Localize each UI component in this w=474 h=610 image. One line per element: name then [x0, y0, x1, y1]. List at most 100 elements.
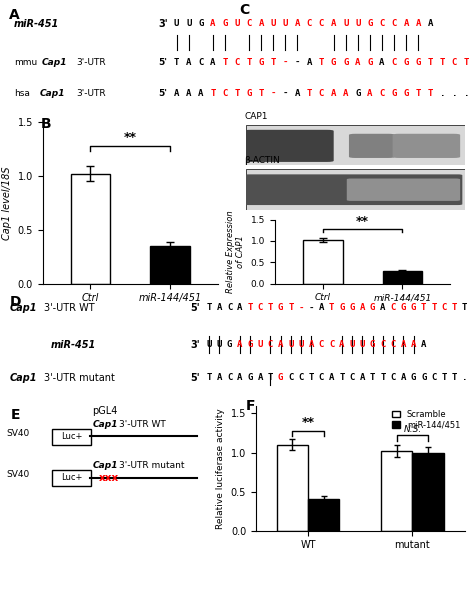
Text: A: A — [237, 340, 243, 349]
Text: Luc+: Luc+ — [61, 432, 82, 441]
FancyBboxPatch shape — [244, 174, 462, 205]
Text: C: C — [268, 340, 273, 349]
Text: U: U — [207, 340, 212, 349]
Text: A: A — [307, 58, 312, 67]
Text: A: A — [380, 304, 385, 312]
Text: -: - — [295, 58, 300, 67]
Text: A: A — [237, 304, 243, 312]
Text: T: T — [462, 304, 467, 312]
Text: D: D — [9, 295, 21, 309]
Text: U: U — [174, 18, 179, 27]
Text: F: F — [246, 400, 255, 414]
Text: C: C — [431, 373, 437, 382]
Text: T: T — [207, 304, 212, 312]
Text: G: G — [421, 373, 427, 382]
Text: T: T — [329, 304, 335, 312]
Text: 3'-UTR: 3'-UTR — [77, 58, 106, 67]
Text: G: G — [411, 373, 416, 382]
FancyBboxPatch shape — [347, 179, 460, 201]
Text: A: A — [210, 18, 216, 27]
Text: G: G — [331, 58, 337, 67]
Text: C: C — [391, 373, 396, 382]
Text: G: G — [370, 340, 375, 349]
Text: A: A — [237, 373, 243, 382]
Text: C: C — [391, 340, 396, 349]
Text: G: G — [411, 304, 416, 312]
Text: C: C — [288, 373, 293, 382]
Bar — [308, 500, 339, 531]
Text: T: T — [464, 58, 469, 67]
Text: T: T — [431, 304, 437, 312]
Text: A: A — [186, 58, 191, 67]
Text: 5': 5' — [158, 89, 167, 98]
Text: U: U — [234, 18, 240, 27]
Text: .: . — [472, 373, 474, 382]
Text: A: A — [174, 89, 179, 98]
Bar — [412, 453, 444, 531]
Text: A: A — [343, 89, 348, 98]
Text: .: . — [472, 304, 474, 312]
Text: C: C — [227, 373, 232, 382]
Text: G: G — [416, 58, 421, 67]
Text: G: G — [222, 18, 228, 27]
Text: T: T — [339, 373, 345, 382]
Text: A: A — [401, 373, 406, 382]
Bar — [303, 240, 343, 284]
Text: G: G — [349, 304, 355, 312]
Text: C: C — [349, 373, 355, 382]
Text: U: U — [299, 340, 304, 349]
Text: A: A — [401, 340, 406, 349]
Text: A: A — [360, 373, 365, 382]
Text: A: A — [210, 58, 216, 67]
Text: CAP1: CAP1 — [244, 112, 268, 121]
Text: Cap1: Cap1 — [9, 304, 37, 314]
Text: U: U — [283, 18, 288, 27]
Text: G: G — [339, 304, 345, 312]
Text: G: G — [343, 58, 348, 67]
Text: T: T — [222, 58, 228, 67]
Text: A: A — [217, 373, 222, 382]
Bar — [71, 174, 110, 284]
Text: C: C — [319, 89, 324, 98]
Text: T: T — [207, 373, 212, 382]
Text: C: C — [379, 89, 384, 98]
Bar — [381, 451, 412, 531]
Text: -: - — [283, 89, 288, 98]
Text: **: ** — [356, 215, 369, 228]
Text: .: . — [462, 373, 467, 382]
Text: mmu: mmu — [14, 58, 37, 67]
Text: C: C — [299, 373, 304, 382]
Text: miR-451: miR-451 — [14, 18, 59, 29]
Text: T: T — [370, 373, 375, 382]
Text: T: T — [234, 89, 240, 98]
Text: T: T — [268, 373, 273, 382]
Text: A: A — [331, 89, 337, 98]
Bar — [277, 445, 308, 531]
Text: T: T — [258, 89, 264, 98]
Text: 5': 5' — [191, 304, 200, 314]
Text: C: C — [222, 89, 228, 98]
Y-axis label: Relative luciferase activity: Relative luciferase activity — [216, 408, 225, 528]
Text: U: U — [217, 340, 222, 349]
Text: β-ACTIN: β-ACTIN — [244, 156, 280, 165]
Text: A: A — [367, 89, 373, 98]
Text: .: . — [464, 89, 469, 98]
Text: E: E — [11, 408, 20, 422]
Y-axis label: Cap1 level/18S: Cap1 level/18S — [2, 166, 12, 240]
Text: **: ** — [301, 416, 315, 429]
Text: G: G — [278, 304, 283, 312]
Text: T: T — [428, 58, 433, 67]
Text: A: A — [339, 340, 345, 349]
Text: G: G — [258, 58, 264, 67]
Text: T: T — [428, 89, 433, 98]
Text: C: C — [246, 18, 252, 27]
Text: N.S.: N.S. — [403, 425, 421, 434]
Text: G: G — [246, 89, 252, 98]
Text: C: C — [319, 373, 324, 382]
Text: T: T — [246, 58, 252, 67]
Text: -: - — [271, 89, 276, 98]
Text: A: A — [411, 340, 416, 349]
Legend: Scramble, miR-144/451: Scramble, miR-144/451 — [392, 410, 460, 429]
Text: A: A — [355, 58, 360, 67]
Text: C: C — [452, 58, 457, 67]
